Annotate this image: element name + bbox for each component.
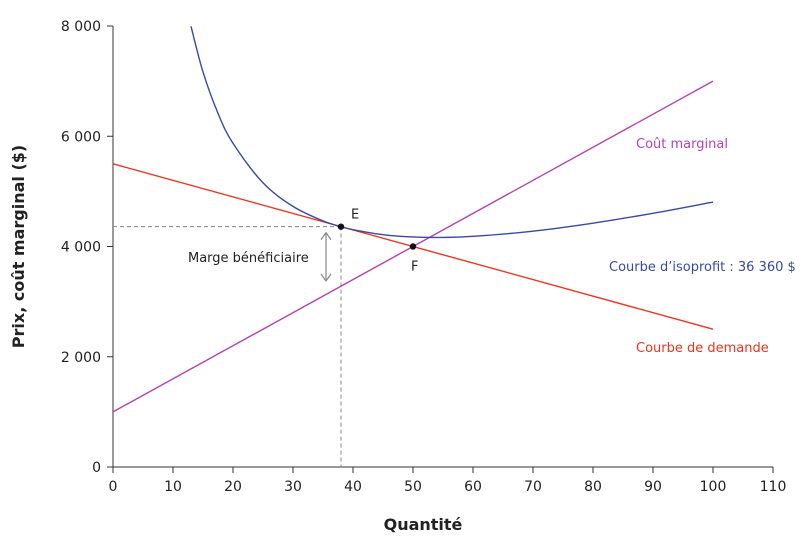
point-F [409,243,417,250]
y-axis-label: Prix, coût marginal ($) [9,145,28,348]
x-tick-label: 70 [524,479,542,495]
x-tick-label: 90 [644,479,662,495]
y-tick-label: 6 000 [61,129,101,145]
x-tick-label: 50 [404,479,422,495]
point-label-F: F [411,260,418,275]
x-tick-label: 10 [164,479,182,495]
isoprofit-label: Courbe d’isoprofit : 36 360 $ [609,260,796,275]
y-tick-label: 4 000 [61,240,101,256]
x-axis-label: Quantité [384,515,463,534]
marginal-cost-label: Coût marginal [636,137,728,152]
y-tick-label: 0 [92,460,101,476]
x-tick-label: 110 [760,479,787,495]
x-tick-label: 0 [109,479,118,495]
demand-label: Courbe de demande [636,341,769,356]
x-tick-label: 40 [344,479,362,495]
point-E [337,223,345,230]
point-label-E: E [351,208,359,223]
profit-margin-arrowheads [320,231,332,283]
y-tick-label: 8 000 [61,19,101,35]
x-tick-label: 80 [584,479,602,495]
x-tick-label: 20 [224,479,242,495]
isoprofit-curve [190,26,714,239]
profit-margin-label: Marge bénéficiaire [188,251,309,266]
x-tick-label: 100 [700,479,727,495]
y-tick-label: 2 000 [61,350,101,366]
x-tick-label: 60 [464,479,482,495]
x-tick-label: 30 [284,479,302,495]
